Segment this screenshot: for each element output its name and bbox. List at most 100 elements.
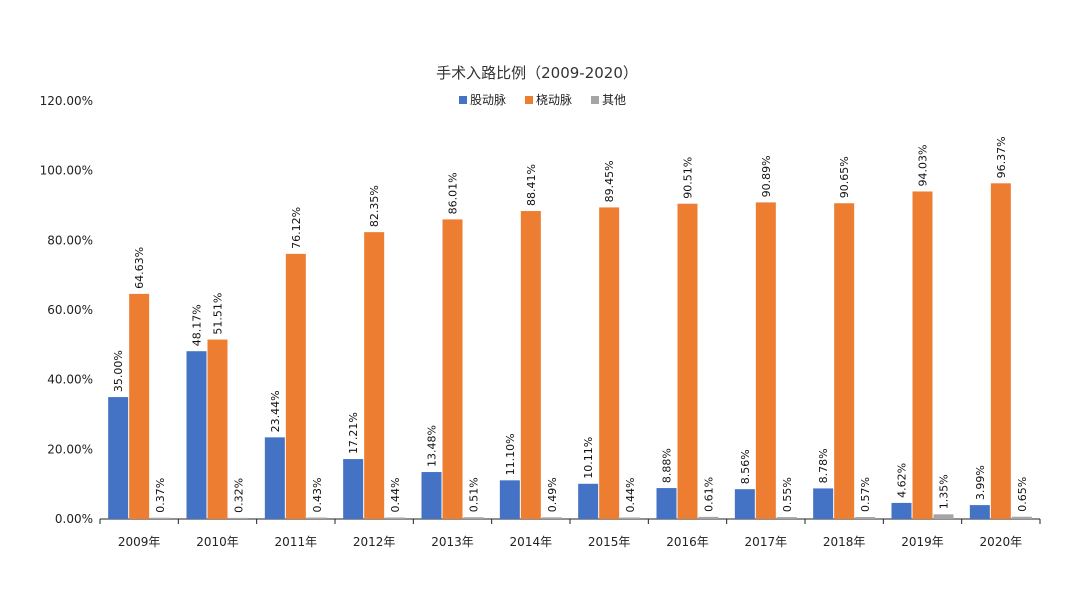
data-label: 0.37% [154,478,167,513]
data-label: 8.78% [817,448,830,483]
bar-1 [755,202,776,519]
bar-0 [499,480,520,519]
bar-1 [990,183,1011,520]
data-label: 13.48% [426,425,439,467]
bar-0 [421,472,442,519]
data-label: 82.35% [368,185,381,227]
bar-1 [285,253,306,519]
x-tick-label: 2013年 [431,535,474,549]
data-label: 8.56% [739,449,752,484]
x-tick-label: 2012年 [353,535,396,549]
bar-2 [776,517,797,519]
chart-title: 手术入路比例（2009-2020） [436,64,638,82]
data-label: 90.65% [838,156,851,198]
x-tick-label: 2009年 [118,535,161,549]
bar-0 [734,489,755,519]
data-label: 90.51% [682,157,695,199]
data-label: 88.41% [525,164,538,206]
bar-0 [343,459,364,519]
data-label: 4.62% [896,463,909,498]
data-label: 35.00% [112,350,125,392]
y-tick-label: 0.00% [55,512,93,526]
bar-2 [620,517,641,519]
y-tick-label: 40.00% [47,373,93,387]
bar-2 [306,517,327,519]
y-tick-label: 100.00% [40,164,93,178]
x-tick-label: 2015年 [588,535,631,549]
data-label: 8.88% [661,448,674,483]
x-axis: 2009年 2010年 2011年 2012年 2013年 2014年 2015年 2016年… [99,518,1041,549]
y-tick-label: 120.00% [40,94,93,108]
legend-swatch [459,96,467,104]
bar-1 [207,339,228,519]
bar-0 [656,488,677,519]
data-labels: 35.00% 64.63% 0.37% 48.17% 51.51% 0.32% 23.44%… [112,136,1029,513]
bar-0 [186,351,207,519]
bar-0 [813,488,834,519]
x-tick-label: 2019年 [901,535,944,549]
bar-1 [442,219,463,519]
data-label: 17.21% [347,412,360,454]
bar-1 [599,207,620,519]
legend-item-label: 股动脉 [470,92,506,107]
legend-item-label: 其他 [602,93,626,107]
x-tick-label: 2014年 [510,535,553,549]
data-label: 10.11% [582,437,595,479]
bar-2 [463,517,484,519]
bar-2 [933,514,954,519]
data-label: 1.35% [938,474,951,509]
data-label: 0.55% [781,477,794,512]
legend-swatch [525,96,533,104]
y-tick-label: 20.00% [47,442,93,456]
data-label: 23.44% [269,390,282,432]
y-tick-label: 60.00% [47,303,93,317]
data-label: 48.17% [191,304,204,346]
data-label: 0.51% [468,477,481,512]
data-label: 0.57% [859,477,872,512]
bar-0 [108,397,129,519]
x-tick-label: 2011年 [275,535,318,549]
data-label: 76.12% [290,207,303,249]
y-axis: 0.00% 20.00% 40.00% 60.00% 80.00% 100.00% 120.… [40,94,93,526]
x-tick-label: 2017年 [745,535,788,549]
bar-1 [364,232,385,519]
data-label: 0.61% [703,477,716,512]
data-label: 11.10% [504,433,517,475]
legend-item-label: 桡动脉 [536,92,572,107]
data-label: 51.51% [212,293,225,335]
bar-0 [969,505,990,519]
data-label: 89.45% [603,160,616,202]
x-tick-label: 2010年 [196,535,239,549]
data-label: 96.37% [995,136,1008,178]
legend-swatch [591,96,599,104]
data-label: 94.03% [917,145,930,187]
bar-1 [912,191,933,520]
data-label: 86.01% [447,172,460,214]
data-label: 0.65% [1016,477,1029,512]
bar-2 [385,517,406,519]
bar-1 [129,293,150,519]
bars [108,183,1032,520]
data-label: 0.44% [389,478,402,513]
x-tick-label: 2016年 [666,535,709,549]
data-label: 0.32% [233,478,246,513]
bar-2 [698,516,719,519]
x-tick-label: 2020年 [980,535,1023,549]
data-label: 64.63% [133,247,146,289]
bar-0 [264,437,285,519]
data-label: 0.49% [546,477,559,512]
bar-2 [1011,516,1032,519]
x-tick-label: 2018年 [823,535,866,549]
data-label: 3.99% [974,465,987,500]
y-tick-label: 80.00% [47,233,93,247]
data-label: 90.89% [760,155,773,197]
legend: 股动脉 桡动脉 其他 [459,92,626,107]
bar-1 [834,203,855,519]
data-label: 0.43% [311,478,324,513]
bar-2 [541,517,562,519]
bar-1 [677,203,698,519]
bar-2 [150,517,171,519]
bar-0 [578,483,599,519]
bar-2 [228,517,249,519]
